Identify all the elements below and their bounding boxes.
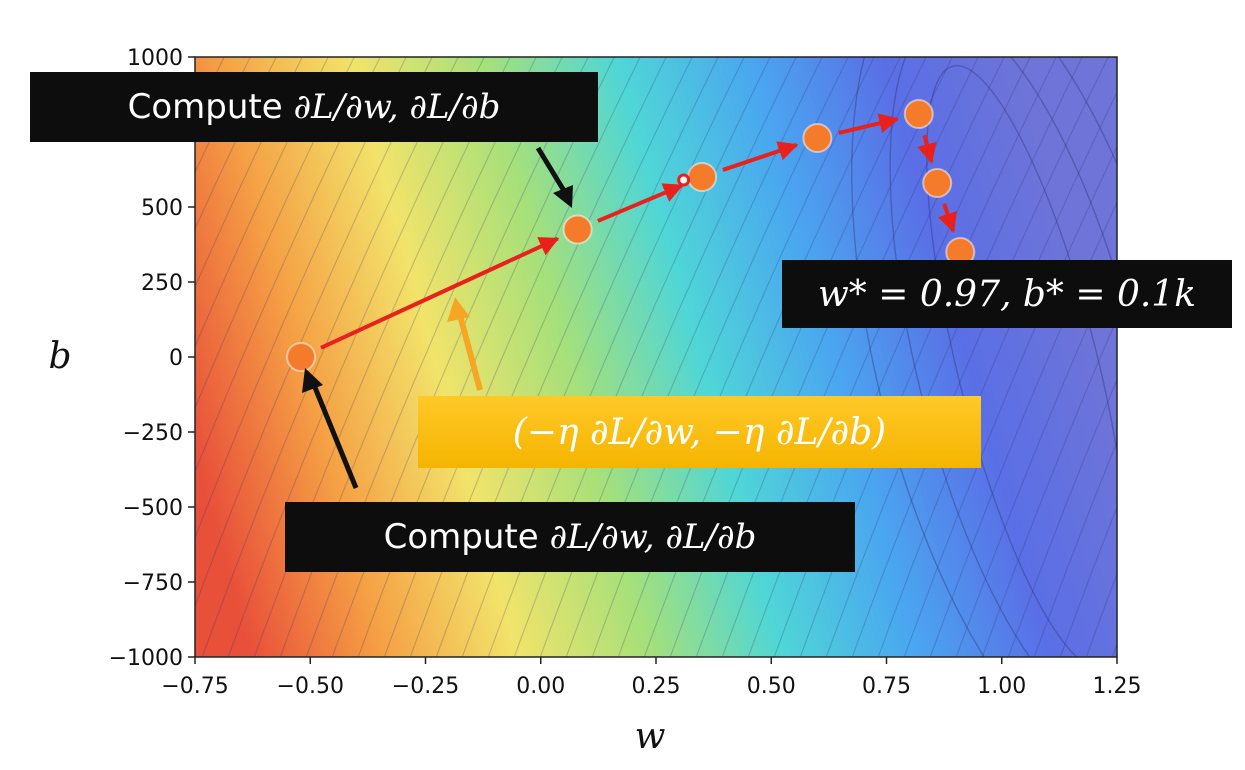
contour-line — [409, 57, 667, 657]
update-arrow — [457, 314, 483, 391]
x-tick-label: 1.00 — [977, 674, 1026, 699]
compute-label-bottom: Compute — [383, 517, 550, 557]
contour-line — [1228, 17, 1245, 697]
contour-line — [929, 201, 1117, 657]
descent-point — [802, 123, 833, 153]
contour-line — [721, 57, 979, 657]
x-tick-label: 0.50 — [747, 674, 796, 699]
descent-path — [320, 113, 958, 350]
compute-label-top: Compute — [127, 87, 294, 127]
contour-line — [747, 57, 1005, 657]
bottom-compute-arrowhead — [302, 368, 323, 393]
annotation-arrows — [302, 146, 573, 489]
top-compute-arrow — [535, 146, 569, 196]
contour-line — [461, 57, 719, 657]
optimum-result-expression: w* = 0.97, b* = 0.1k — [817, 273, 1197, 315]
y-tick-label: −750 — [123, 571, 183, 596]
contour-line — [565, 57, 823, 657]
contour-line — [877, 90, 1117, 657]
x-tick-label: 0.00 — [516, 674, 565, 699]
y-axis-ticks: 10007505002500−250−500−750−1000 — [109, 46, 195, 671]
contour-line — [1007, 377, 1117, 657]
descent-point — [687, 162, 718, 192]
y-tick-label: 500 — [141, 196, 183, 221]
contour-line — [903, 145, 1117, 657]
descent-arrow — [838, 113, 900, 135]
gradient-expression-top: ∂L/∂w, ∂L/∂b — [293, 87, 501, 127]
contour-ellipse — [889, 57, 1117, 657]
descent-point — [903, 99, 934, 129]
contour-line — [1111, 642, 1117, 657]
contour-line — [617, 57, 875, 657]
contour-line — [851, 57, 1109, 657]
contour-line — [981, 317, 1117, 657]
contour-line — [435, 57, 693, 657]
optimum-result-box: w* = 0.97, b* = 0.1k — [782, 260, 1232, 328]
contour-line — [1202, 17, 1245, 697]
contour-line — [955, 258, 1117, 657]
x-tick-label: −0.25 — [392, 674, 459, 699]
top-compute-arrowhead — [553, 185, 573, 208]
contour-line — [825, 57, 1083, 657]
update-step-expression: (−η ∂L/∂w, −η ∂L/∂b) — [512, 411, 887, 453]
y-tick-label: 250 — [141, 271, 183, 296]
contour-line — [1176, 17, 1245, 697]
x-axis-label: w — [635, 716, 666, 757]
contour-line — [643, 57, 901, 657]
contour-line — [487, 57, 745, 657]
contour-line — [1059, 505, 1117, 657]
update-step-box: (−η ∂L/∂w, −η ∂L/∂b) — [418, 396, 981, 468]
contour-line — [1085, 572, 1117, 657]
x-tick-label: −0.50 — [277, 674, 344, 699]
contour-line — [1150, 17, 1245, 697]
gradient-expression-bottom: ∂L/∂w, ∂L/∂b — [549, 517, 757, 557]
x-tick-label: −0.75 — [161, 674, 228, 699]
y-tick-label: 0 — [169, 346, 183, 371]
x-tick-label: 0.75 — [862, 674, 911, 699]
y-tick-label: 1000 — [127, 46, 183, 71]
initial-marker — [677, 173, 691, 187]
contour-line — [539, 57, 797, 657]
descent-arrow — [722, 141, 799, 172]
descent-point — [562, 214, 593, 245]
x-axis-ticks: −0.75 −0.50 −0.25 0.00 0.25 0.50 0.75 1.00 1.25 — [161, 657, 1141, 699]
descent-arrow — [917, 134, 937, 164]
contour-line — [513, 57, 771, 657]
descent-points — [286, 99, 976, 372]
y-tick-label: −250 — [123, 421, 183, 446]
descent-point — [286, 342, 317, 372]
descent-arrow — [938, 203, 958, 234]
compute-gradient-box-bottom: Compute ∂L/∂w, ∂L/∂b — [285, 502, 855, 572]
contour-line — [773, 57, 1031, 657]
contour-line — [383, 57, 641, 657]
contour-ellipse — [926, 65, 1117, 657]
y-tick-label: −1000 — [109, 646, 183, 671]
compute-gradient-box-top: Compute ∂L/∂w, ∂L/∂b — [30, 72, 598, 142]
x-tick-label: 1.25 — [1093, 674, 1142, 699]
update-arrowhead — [447, 297, 470, 322]
y-axis-label: b — [48, 336, 71, 377]
bottom-compute-arrow — [311, 384, 359, 489]
contour-line — [1124, 17, 1245, 697]
contour-line — [799, 57, 1057, 657]
descent-point — [922, 168, 953, 198]
y-tick-label: −500 — [123, 496, 183, 521]
descent-arrow — [320, 236, 560, 350]
contour-line — [1033, 440, 1117, 657]
x-tick-label: 0.25 — [632, 674, 681, 699]
descent-arrow — [597, 183, 684, 223]
contour-line — [591, 57, 849, 657]
